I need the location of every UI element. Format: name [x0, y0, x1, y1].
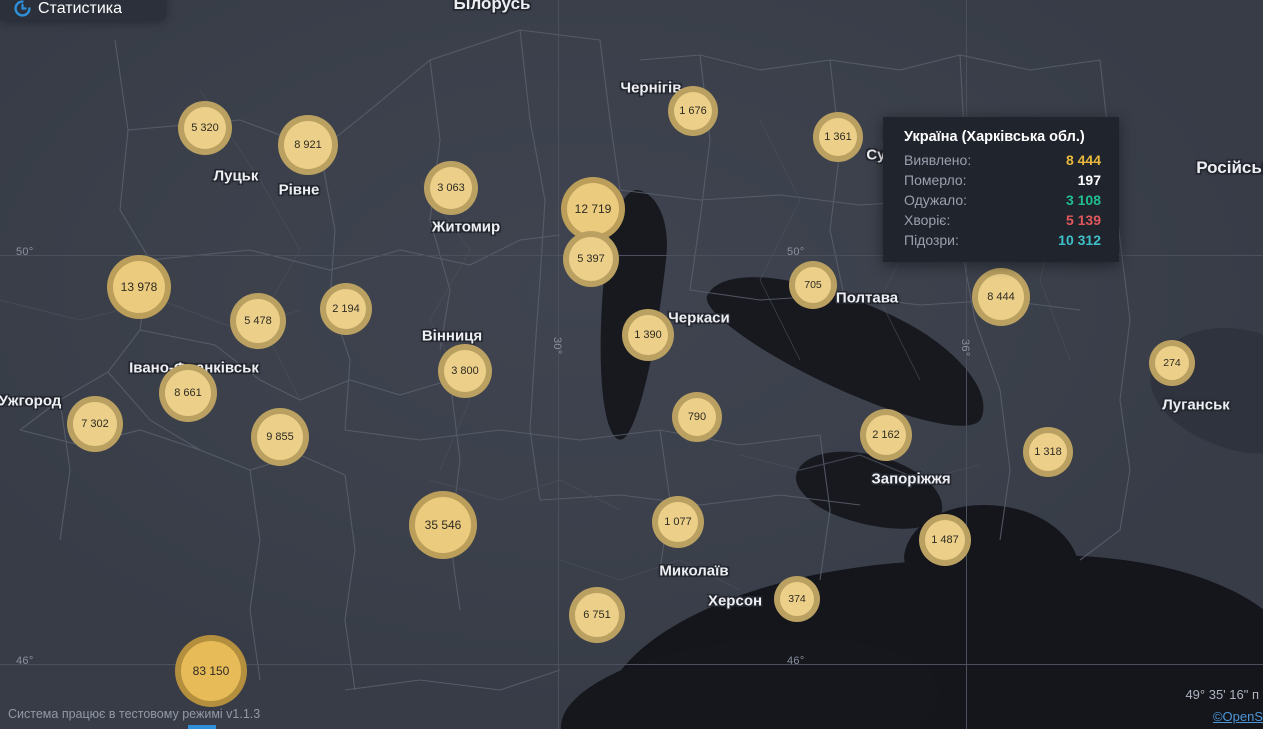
graticule-label-lon-36: 36° — [959, 339, 971, 357]
place-label: Миколаїв — [659, 562, 729, 580]
graticule-lat-50 — [0, 255, 1263, 256]
region-info-row: Виявлено: 8 444 — [904, 152, 1101, 168]
map-bubble-marker[interactable]: 2 162 — [860, 409, 912, 461]
coordinate-readout: 49° 35' 16" п — [1185, 687, 1259, 702]
place-label: Ужгород — [0, 392, 62, 410]
graticule-label-lat-46-west: 46° — [16, 655, 34, 667]
region-info-value: 8 444 — [1065, 152, 1101, 168]
region-info-label: Виявлено: — [904, 152, 972, 168]
region-info-value: 3 108 — [1065, 192, 1101, 208]
map-bubble-marker[interactable]: 5 478 — [230, 293, 286, 349]
region-info-value: 10 312 — [1058, 232, 1101, 248]
region-info-label: Підозри: — [904, 232, 959, 248]
map-bubble-marker[interactable]: 790 — [672, 392, 722, 442]
place-label: Полтава — [835, 289, 899, 307]
map-bubble-marker[interactable]: 8 661 — [159, 364, 217, 422]
graticule-label-lat-46-east: 46° — [787, 655, 805, 667]
map-bubble-marker[interactable]: 83 150 — [175, 635, 247, 707]
region-info-row: Хворіє: 5 139 — [904, 212, 1101, 228]
map-bubble-marker[interactable]: 5 397 — [563, 231, 619, 287]
header-panel[interactable]: Статистика — [0, 0, 166, 20]
region-info-row: Підозри: 10 312 — [904, 232, 1101, 248]
place-label: Запоріжжя — [871, 470, 951, 488]
region-info-value: 197 — [1077, 172, 1101, 188]
openstreetmap-attribution-link[interactable]: ©OpenS — [1212, 709, 1263, 724]
map-bubble-marker[interactable]: 8 444 — [972, 268, 1030, 326]
region-info-tooltip: Україна (Харківська обл.) Виявлено: 8 444… — [883, 117, 1119, 262]
place-label: Білорусь — [453, 0, 531, 13]
map-bubble-marker[interactable]: 13 978 — [107, 255, 171, 319]
graticule-lon-30 — [558, 0, 559, 729]
map-bubble-marker[interactable]: 1 487 — [919, 514, 971, 566]
place-label: Луцьк — [213, 167, 259, 185]
map-bubble-marker[interactable]: 274 — [1149, 340, 1195, 386]
graticule-label-lat-50-west: 50° — [16, 246, 34, 258]
place-label: Російська — [1196, 158, 1263, 177]
graticule-lat-46 — [0, 664, 1263, 665]
map-bubble-marker[interactable]: 7 302 — [67, 396, 123, 452]
map-bubble-marker[interactable]: 5 320 — [178, 101, 232, 155]
place-label: Вінниця — [421, 327, 483, 345]
map-bubble-marker[interactable]: 1 390 — [622, 309, 674, 361]
test-mode-status: Система працює в тестовому режимі v1.1.3 — [8, 707, 261, 721]
footer-accent-bar — [188, 725, 216, 729]
graticule-label-lon-30: 30° — [551, 337, 563, 355]
map-bubble-marker[interactable]: 2 194 — [320, 283, 372, 335]
region-info-row: Померло: 197 — [904, 172, 1101, 188]
map-bubble-marker[interactable]: 6 751 — [569, 587, 625, 643]
map-bubble-marker[interactable]: 1 318 — [1023, 427, 1073, 477]
place-label: Луганськ — [1162, 396, 1230, 414]
region-info-row: Одужало: 3 108 — [904, 192, 1101, 208]
region-info-value: 5 139 — [1065, 212, 1101, 228]
map-bubble-marker[interactable]: 374 — [774, 576, 820, 622]
circle-arrow-logo-icon — [14, 0, 31, 17]
region-info-label: Хворіє: — [904, 212, 951, 228]
place-label: Херсон — [707, 592, 763, 610]
page-title: Статистика — [38, 0, 123, 17]
eastern-water — [1137, 308, 1263, 472]
map-bubble-marker[interactable]: 8 921 — [278, 115, 338, 175]
map-bubble-marker[interactable]: 3 063 — [424, 161, 478, 215]
region-info-title: Україна (Харківська обл.) — [904, 129, 1085, 145]
map-bubble-marker[interactable]: 1 361 — [813, 112, 863, 162]
map-bubble-marker[interactable]: 1 676 — [668, 86, 718, 136]
region-info-label: Померло: — [904, 172, 967, 188]
region-info-label: Одужало: — [904, 192, 968, 208]
graticule-label-lat-50-east: 50° — [787, 246, 805, 258]
place-label: Рівне — [278, 181, 320, 199]
place-label: Черкаси — [668, 309, 730, 327]
map-bubble-marker[interactable]: 1 077 — [652, 496, 704, 548]
map-bubble-marker[interactable]: 3 800 — [438, 344, 492, 398]
map-bubble-marker[interactable]: 35 546 — [409, 491, 477, 559]
place-label: Чернігів — [620, 79, 682, 97]
map-bubble-marker[interactable]: 705 — [789, 261, 837, 309]
graticule-lon-36 — [966, 0, 967, 729]
map-bubble-marker[interactable]: 9 855 — [251, 408, 309, 466]
place-label: Житомир — [431, 218, 501, 236]
region-info-rows: Виявлено: 8 444 Померло: 197 Одужало: 3 108 Хв… — [904, 152, 1101, 248]
